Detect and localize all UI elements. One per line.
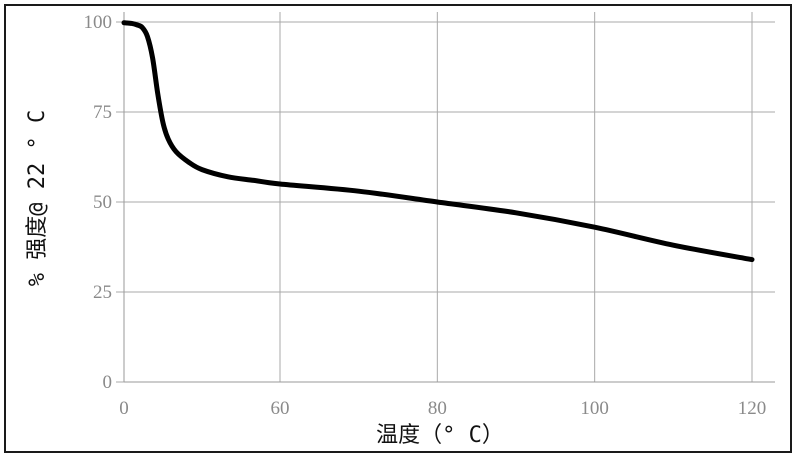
x-tick-label-2: 80 <box>428 398 447 419</box>
y-tick-label-0: 0 <box>103 372 113 393</box>
tick-labels: 0 60 80 100 120 0 25 50 75 100 <box>84 12 767 419</box>
x-axis-label: 温度（° C） <box>376 423 504 448</box>
x-tick-label-3: 100 <box>580 398 609 419</box>
x-tick-label-0: 0 <box>119 398 129 419</box>
series-line <box>121 20 755 263</box>
grid <box>116 12 775 383</box>
y-tick-label-1: 25 <box>93 282 112 303</box>
x-tick-label-1: 60 <box>271 398 290 419</box>
y-tick-label-3: 75 <box>93 102 112 123</box>
y-axis-label: % 强度@ 22 ° C <box>25 110 50 286</box>
x-tick-label-4: 120 <box>738 398 767 419</box>
chart-frame <box>4 4 792 453</box>
y-tick-label-4: 100 <box>84 12 113 33</box>
y-tick-label-2: 50 <box>93 192 112 213</box>
